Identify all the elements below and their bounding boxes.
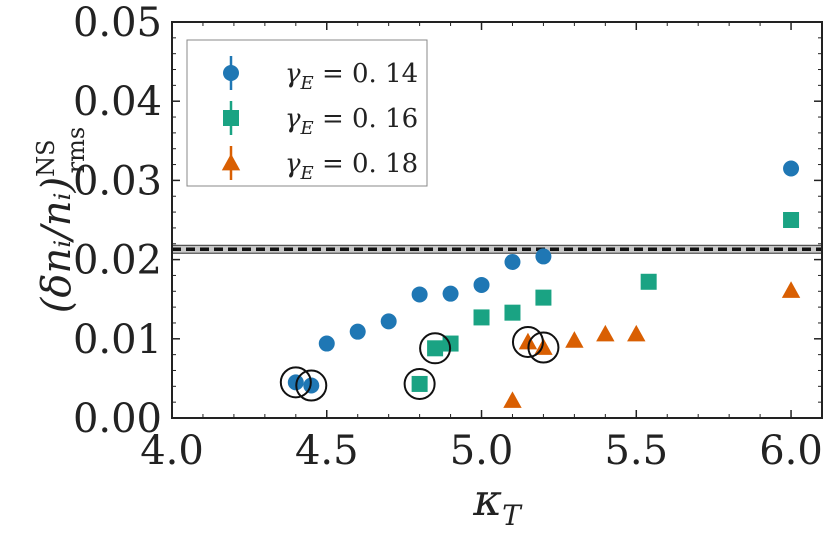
x-tick-label: 4.0 [140, 428, 204, 474]
highlight-circle [527, 331, 560, 364]
legend-marker-1 [223, 65, 239, 81]
point-series-1 [783, 160, 800, 177]
legend-label-3: γE = 0. 18 [285, 149, 418, 184]
point-series-1 [473, 276, 490, 293]
data-points [287, 160, 801, 408]
legend-label-2: γE = 0. 16 [285, 104, 418, 139]
y-tick-label: 0.01 [73, 317, 162, 363]
point-series-2 [640, 273, 657, 290]
point-series-1 [349, 323, 366, 340]
point-series-1 [380, 313, 397, 330]
legend-marker-3 [221, 153, 241, 171]
highlight-circle [511, 325, 544, 358]
point-series-1 [535, 248, 552, 265]
point-series-3 [518, 332, 538, 350]
point-series-2 [783, 212, 800, 228]
point-series-1 [318, 335, 335, 352]
x-tick-label: 6.0 [759, 428, 823, 474]
point-series-2 [473, 309, 490, 326]
point-series-1 [504, 253, 521, 270]
x-axis-label: κT [472, 475, 523, 532]
reference-band-layer [172, 244, 822, 254]
highlight-circle [403, 367, 436, 400]
legend-label-1: γE = 0. 14 [285, 59, 418, 94]
point-series-3 [503, 391, 522, 408]
y-tick-label: 0.02 [73, 238, 162, 284]
point-series-2 [411, 375, 428, 392]
highlight-circles [279, 325, 560, 402]
y-axis-label: (δnᵢ/nᵢ)NSrms [32, 127, 90, 313]
highlight-circle [295, 369, 328, 402]
highlight-circle [419, 332, 452, 365]
y-tick-label: 0.00 [73, 396, 162, 442]
point-series-3 [534, 338, 553, 355]
point-series-3 [565, 331, 584, 348]
point-series-3 [596, 324, 615, 342]
point-series-2 [535, 289, 552, 306]
point-series-3 [781, 281, 801, 298]
x-tick-label: 5.5 [604, 428, 668, 474]
y-tick-label: 0.04 [73, 79, 162, 125]
point-series-3 [627, 324, 646, 342]
highlight-circle [279, 366, 312, 399]
point-series-2 [427, 340, 444, 357]
y-tick-label: 0.03 [73, 158, 162, 204]
x-tick-label: 5.0 [450, 428, 514, 474]
point-series-2 [504, 304, 521, 321]
tick-labels: 4.0 4.5 5.0 5.5 6.0 0.00 0.01 0.02 0.03 0.04 0.05 [73, 0, 823, 474]
point-series-1 [442, 285, 459, 302]
legend: γE = 0. 14 γE = 0. 16 γE = 0. 18 [186, 39, 428, 187]
point-series-1 [411, 286, 428, 303]
y-tick-label: 0.05 [73, 0, 162, 46]
plot-frame [171, 21, 823, 419]
x-tick-label: 4.5 [295, 428, 359, 474]
legend-marker-2 [223, 110, 239, 126]
